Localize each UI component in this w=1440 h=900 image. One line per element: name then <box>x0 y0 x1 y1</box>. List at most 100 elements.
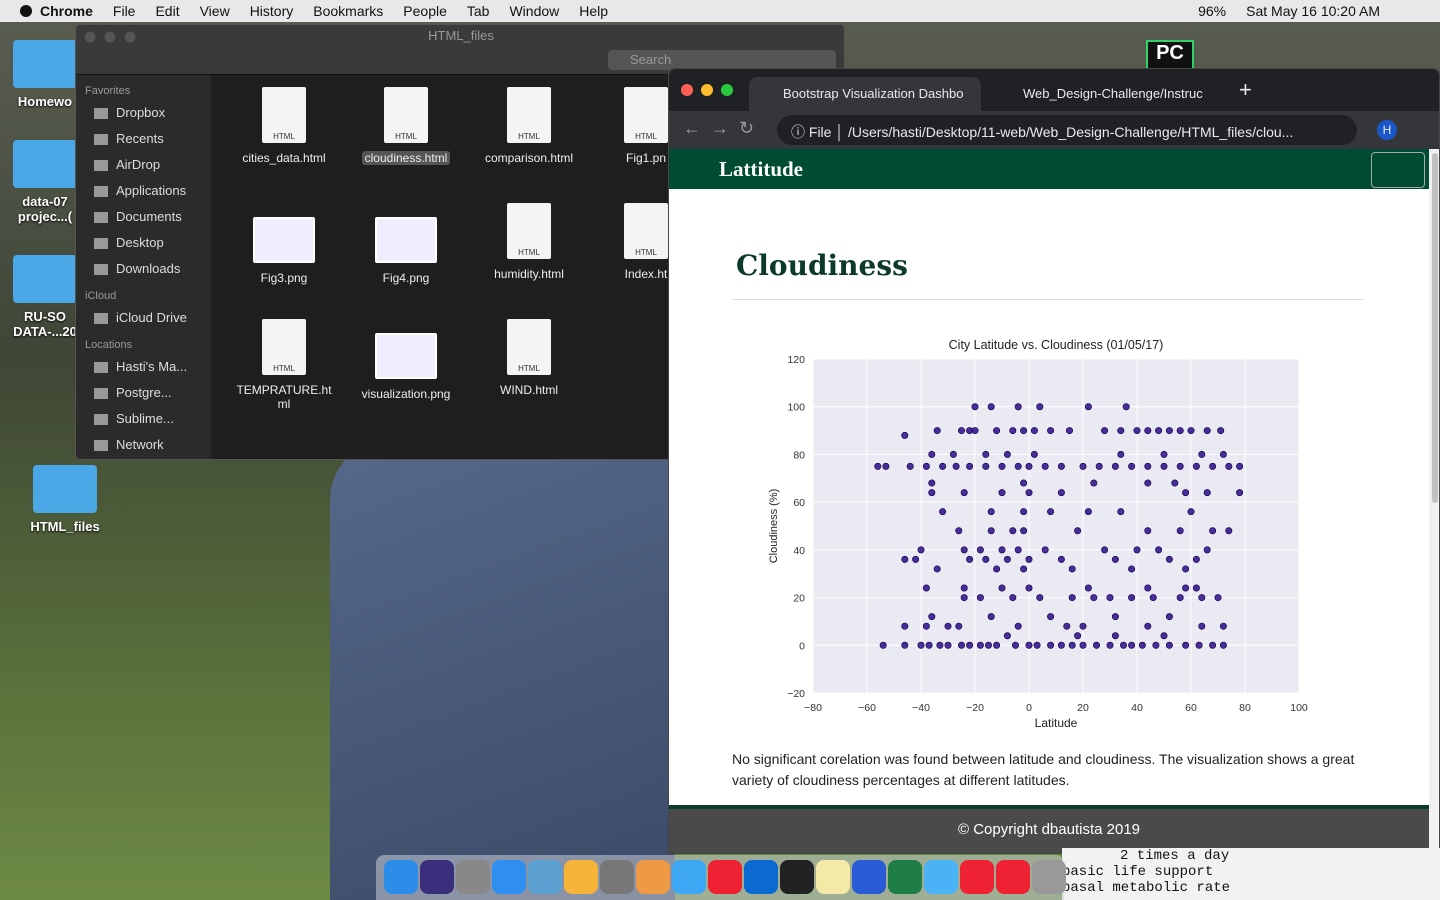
sidebar-item[interactable]: Network <box>94 437 209 452</box>
sidebar-item[interactable]: Dropbox <box>94 105 209 120</box>
document-icon: HTML <box>507 203 551 259</box>
menu-item[interactable]: Help <box>579 3 609 19</box>
data-point <box>925 641 933 649</box>
dock-app[interactable] <box>528 860 562 894</box>
data-point <box>987 508 995 516</box>
search-field[interactable]: Search <box>608 50 836 70</box>
dock-app[interactable] <box>600 860 634 894</box>
pycharm-icon[interactable]: PC <box>1146 40 1194 70</box>
menu-item[interactable]: People <box>403 3 447 19</box>
dock-app[interactable] <box>492 860 526 894</box>
dock-app[interactable] <box>888 860 922 894</box>
desktop-icon[interactable]: data-07 projec...( <box>0 140 100 224</box>
file-item[interactable]: HTML WIND.html <box>469 319 589 397</box>
nav-buttons[interactable]: ← → ↻ <box>683 118 755 138</box>
sidebar-item[interactable]: Downloads <box>94 261 209 276</box>
data-point <box>917 641 925 649</box>
dock-app[interactable] <box>960 860 994 894</box>
sidebar-item[interactable]: Documents <box>94 209 209 224</box>
file-item[interactable]: HTML Index.ht <box>586 203 706 281</box>
sidebar-item[interactable]: Hasti's Ma... <box>94 359 209 374</box>
sidebar-item[interactable]: AirDrop <box>94 157 209 172</box>
data-point <box>1003 555 1011 563</box>
battery[interactable]: 96% <box>1198 3 1227 19</box>
data-point <box>1020 565 1028 573</box>
dock-app[interactable] <box>708 860 742 894</box>
tab[interactable]: Bootstrap Visualization Dashbo <box>749 77 981 111</box>
sidebar-item[interactable]: Postgre... <box>94 385 209 400</box>
dock-app[interactable] <box>1032 860 1066 894</box>
navbar-brand[interactable]: Lattitude <box>719 157 803 181</box>
clock[interactable]: Sat May 16 10:20 AM <box>1246 3 1380 19</box>
data-point <box>1117 450 1125 458</box>
menu-item[interactable]: Window <box>509 3 560 19</box>
tab-bar: Bootstrap Visualization Dashbo Web_Desig… <box>669 69 1439 111</box>
data-point <box>976 594 984 602</box>
data-point <box>928 450 936 458</box>
menu-item[interactable]: Tab <box>466 3 490 19</box>
data-point <box>1198 594 1206 602</box>
dock-app[interactable] <box>744 860 778 894</box>
data-point <box>1171 479 1179 487</box>
dock-app[interactable] <box>564 860 598 894</box>
sidebar-item[interactable]: Sublime... <box>94 411 209 426</box>
dock-app[interactable] <box>996 860 1030 894</box>
menu-item[interactable]: Bookmarks <box>313 3 384 19</box>
sidebar-item[interactable]: Desktop <box>94 235 209 250</box>
desktop-icon[interactable]: Homewo <box>0 40 100 109</box>
data-point <box>1182 641 1190 649</box>
menu-item[interactable]: History <box>249 3 294 19</box>
file-name: humidity.html <box>494 267 564 281</box>
data-point <box>1090 594 1098 602</box>
navbar-toggler[interactable] <box>1371 152 1425 188</box>
dock-app[interactable] <box>816 860 850 894</box>
data-point <box>1209 462 1217 470</box>
sidebar-item[interactable]: Applications <box>94 183 209 198</box>
dock-app[interactable] <box>384 860 418 894</box>
file-item[interactable]: HTML TEMPRATURE.ht ml <box>224 319 344 411</box>
data-point <box>1133 427 1141 435</box>
file-item[interactable]: Fig4.png <box>346 203 466 285</box>
icon-badge: HTML <box>395 132 417 141</box>
dock-app[interactable] <box>852 860 886 894</box>
data-point <box>1041 462 1049 470</box>
dock-app[interactable] <box>780 860 814 894</box>
desktop-icon[interactable]: RU-SO DATA-...20 <box>0 255 100 339</box>
desktop-icon[interactable]: HTML_files <box>10 465 120 534</box>
file-item[interactable]: Fig3.png <box>224 203 344 285</box>
sidebar-item[interactable]: iCloud Drive <box>94 310 209 325</box>
new-tab[interactable]: + <box>1239 77 1252 102</box>
apple-logo <box>20 5 32 17</box>
y-axis-label: Cloudiness (%) <box>768 489 780 564</box>
data-point <box>933 565 941 573</box>
dock-app[interactable] <box>924 860 958 894</box>
sidebar-item[interactable]: Recents <box>94 131 209 146</box>
menu-item[interactable]: View <box>199 3 230 19</box>
file-name: cloudiness.html <box>361 151 451 165</box>
dock-app[interactable] <box>420 860 454 894</box>
app-menu[interactable]: Chrome <box>40 3 93 19</box>
address-bar[interactable]: ⓘ File │ /Users/hasti/Desktop/11-web/Web… <box>777 115 1357 145</box>
dock-app[interactable] <box>672 860 706 894</box>
menu-item[interactable]: File <box>112 3 136 19</box>
profile-avatar[interactable]: H <box>1377 120 1397 140</box>
data-point <box>1182 489 1190 497</box>
dock-app[interactable] <box>456 860 490 894</box>
file-item[interactable]: HTML cloudiness.html <box>346 87 466 165</box>
file-item[interactable]: HTML cities_data.html <box>224 87 344 165</box>
file-item[interactable]: HTML Fig1.pn <box>586 87 706 165</box>
data-point <box>1084 584 1092 592</box>
file-item[interactable]: visualization.png <box>346 319 466 401</box>
document-icon: HTML <box>262 319 306 375</box>
data-point <box>1079 622 1087 630</box>
dock-app[interactable] <box>636 860 670 894</box>
data-point <box>1198 450 1206 458</box>
data-point <box>971 427 979 435</box>
menu-item[interactable]: Edit <box>155 3 180 19</box>
file-item[interactable]: HTML comparison.html <box>469 87 589 165</box>
file-item[interactable]: HTML humidity.html <box>469 203 589 281</box>
y-tick-label: 80 <box>793 449 805 461</box>
tab[interactable]: Web_Design-Challenge/Instruc <box>1023 86 1203 101</box>
data-point <box>1057 489 1065 497</box>
